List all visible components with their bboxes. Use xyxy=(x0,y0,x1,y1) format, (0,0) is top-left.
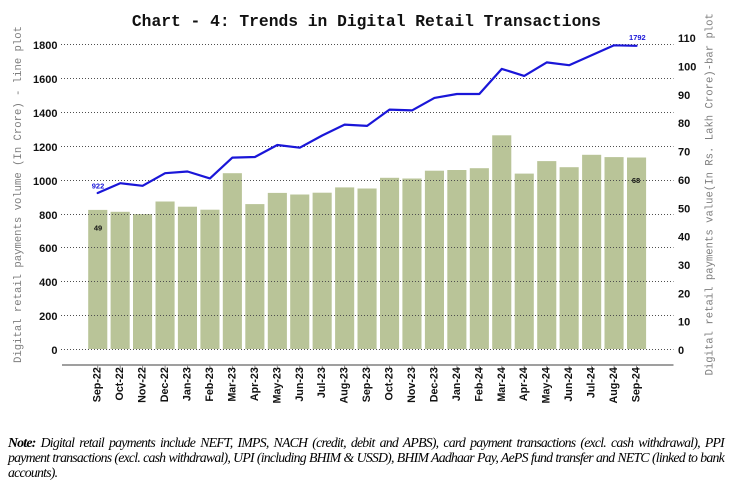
svg-text:Digital retail payments volume: Digital retail payments volume (In Crore… xyxy=(13,26,25,363)
svg-text:Apr-24: Apr-24 xyxy=(518,367,530,401)
svg-text:1200: 1200 xyxy=(33,142,57,154)
svg-text:Chart - 4: Trends in Digital R: Chart - 4: Trends in Digital Retail Tran… xyxy=(132,12,601,31)
svg-text:1792: 1792 xyxy=(629,33,646,42)
svg-text:Jul-24: Jul-24 xyxy=(586,367,598,398)
svg-text:60: 60 xyxy=(678,175,690,187)
svg-text:Jun-23: Jun-23 xyxy=(294,367,306,402)
svg-text:Digital retail payments value(: Digital retail payments value(In Rs. Lak… xyxy=(705,13,717,375)
svg-text:Jan-24: Jan-24 xyxy=(451,367,463,401)
svg-text:70: 70 xyxy=(678,147,690,159)
svg-text:1000: 1000 xyxy=(33,176,57,188)
svg-text:Feb-23: Feb-23 xyxy=(204,367,216,402)
svg-text:Mar-23: Mar-23 xyxy=(226,367,238,402)
svg-text:Jan-23: Jan-23 xyxy=(182,367,194,401)
svg-text:May-23: May-23 xyxy=(271,367,283,403)
svg-text:49: 49 xyxy=(94,224,102,233)
svg-text:Nov-22: Nov-22 xyxy=(137,367,149,403)
svg-text:0: 0 xyxy=(51,345,57,357)
svg-text:922: 922 xyxy=(92,181,105,190)
svg-text:110: 110 xyxy=(678,33,696,45)
svg-text:20: 20 xyxy=(678,288,690,300)
svg-text:1800: 1800 xyxy=(33,40,57,52)
svg-text:Jul-23: Jul-23 xyxy=(316,367,328,398)
svg-text:Dec-22: Dec-22 xyxy=(159,367,171,402)
svg-text:400: 400 xyxy=(39,277,57,289)
svg-text:May-24: May-24 xyxy=(541,367,553,403)
svg-text:Feb-24: Feb-24 xyxy=(473,367,485,402)
svg-text:40: 40 xyxy=(678,232,690,244)
svg-text:30: 30 xyxy=(678,260,690,272)
svg-text:Mar-24: Mar-24 xyxy=(496,367,508,402)
svg-text:10: 10 xyxy=(678,317,690,329)
svg-text:Sep-22: Sep-22 xyxy=(92,367,104,402)
svg-text:800: 800 xyxy=(39,210,57,222)
svg-text:Nov-23: Nov-23 xyxy=(406,367,418,403)
svg-text:1400: 1400 xyxy=(33,108,57,120)
svg-text:Oct-22: Oct-22 xyxy=(114,367,126,400)
svg-text:Dec-23: Dec-23 xyxy=(428,367,440,402)
svg-text:600: 600 xyxy=(39,243,57,255)
svg-text:1600: 1600 xyxy=(33,74,57,86)
svg-text:Sep-23: Sep-23 xyxy=(361,367,373,402)
svg-text:100: 100 xyxy=(678,62,696,74)
svg-text:Oct-23: Oct-23 xyxy=(384,367,396,400)
svg-text:Aug-23: Aug-23 xyxy=(339,367,351,403)
svg-text:68: 68 xyxy=(632,176,640,185)
svg-text:200: 200 xyxy=(39,311,57,323)
svg-text:90: 90 xyxy=(678,90,690,102)
svg-text:50: 50 xyxy=(678,203,690,215)
svg-text:Jun-24: Jun-24 xyxy=(563,367,575,402)
svg-text:0: 0 xyxy=(678,345,684,357)
svg-text:Aug-24: Aug-24 xyxy=(608,367,620,403)
svg-text:Sep-24: Sep-24 xyxy=(631,367,643,402)
svg-text:Apr-23: Apr-23 xyxy=(249,367,261,401)
svg-text:80: 80 xyxy=(678,118,690,130)
